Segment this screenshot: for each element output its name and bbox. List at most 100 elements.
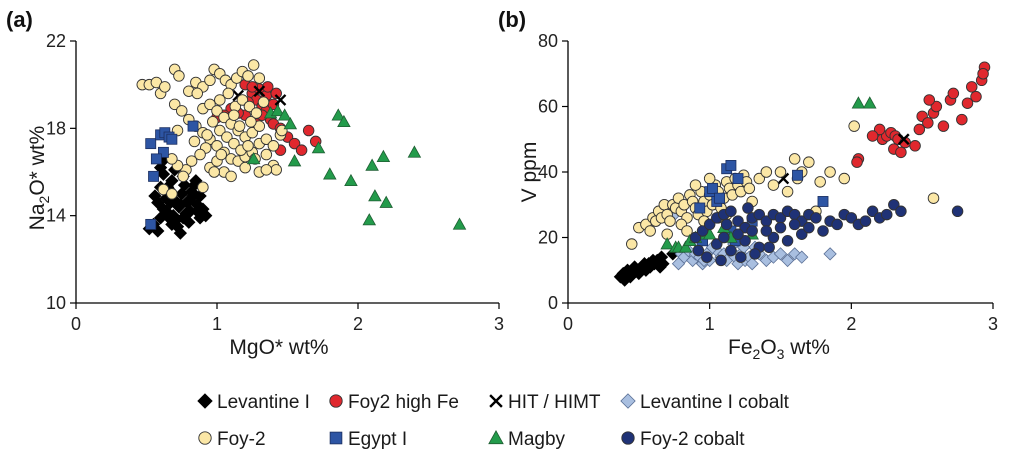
point-foy-2 xyxy=(243,100,256,113)
point-foy2-high-fe xyxy=(966,81,978,93)
legend-item-magby: Magby xyxy=(488,429,566,450)
point-foy-2 xyxy=(173,70,185,82)
point-foy-2 xyxy=(171,124,184,137)
point-egypt-i xyxy=(166,133,178,145)
point-foy-2 xyxy=(250,107,263,119)
point-foy2-high-fe xyxy=(866,130,879,142)
point-egypt-i xyxy=(792,169,803,181)
point-foy-2 xyxy=(689,179,702,191)
point-foy-2-cobalt xyxy=(774,221,787,234)
y-tick-label-b: 20 xyxy=(538,228,558,248)
point-foy-2-cobalt xyxy=(689,231,702,244)
point-magby xyxy=(851,96,866,109)
point-foy-2-cobalt xyxy=(796,228,808,240)
x-tick-label-a: 1 xyxy=(212,314,222,334)
legend-item-foy-2: Foy-2 xyxy=(198,429,266,450)
point-levantine-i xyxy=(654,250,669,264)
point-egypt-i xyxy=(145,218,157,230)
x-axis-label-b: Fe2O3 wt% xyxy=(728,336,830,362)
point-foy-2 xyxy=(242,70,254,82)
series-foy2-high-fe xyxy=(851,61,991,168)
point-foy-2 xyxy=(222,87,235,100)
point-foy-2-cobalt xyxy=(760,225,773,237)
point-foy-2 xyxy=(242,140,254,152)
point-foy-2 xyxy=(848,120,860,132)
point-magby xyxy=(678,240,693,253)
legend-item-levantine-i: Levantine I xyxy=(197,392,310,413)
point-foy-2-cobalt xyxy=(810,212,822,224)
legend-item-egypt-i: Egypt I xyxy=(329,429,407,450)
legend-item-levantine-i-cobalt: Levantine I cobalt xyxy=(620,392,790,413)
x-tick-label-b: 2 xyxy=(846,314,856,334)
point-egypt-i xyxy=(145,138,157,150)
point-foy-2 xyxy=(247,59,260,71)
point-foy2-high-fe xyxy=(873,123,886,136)
point-levantine-i xyxy=(159,204,173,218)
point-foy-2 xyxy=(253,72,266,84)
point-foy-2-cobalt xyxy=(725,205,737,218)
point-levantine-i-cobalt xyxy=(671,257,686,271)
point-foy-2 xyxy=(166,188,178,200)
x-tick-label-a: 3 xyxy=(494,314,504,334)
point-foy2-high-fe xyxy=(956,113,968,126)
point-magby xyxy=(331,108,346,121)
point-magby xyxy=(246,151,261,165)
point-foy-2-cobalt xyxy=(732,228,744,240)
legend-marker-foy-2 xyxy=(198,431,212,445)
point-foy-2 xyxy=(228,109,240,121)
scatter-panel-a: (a) 0 1 2 3 10 14 18 22 MgO* wt% Na2O* wt% xyxy=(6,7,504,359)
data-points-b xyxy=(613,61,991,287)
point-foy-2-cobalt xyxy=(845,212,858,224)
point-magby xyxy=(270,103,285,117)
point-hit-himt xyxy=(274,94,287,106)
point-foy-2 xyxy=(214,124,226,137)
legend-label-foy-2: Foy-2 xyxy=(217,429,266,450)
x-axis-label-a: MgO* wt% xyxy=(229,336,328,359)
point-foy-2-cobalt xyxy=(781,235,794,247)
point-foy-2-cobalt xyxy=(725,244,737,257)
point-foy-2 xyxy=(743,182,756,195)
point-foy-2 xyxy=(168,98,181,111)
point-foy-2-cobalt xyxy=(720,218,733,231)
point-foy-2-cobalt xyxy=(859,215,872,227)
point-magby xyxy=(365,158,379,171)
point-foy-2 xyxy=(838,172,851,185)
point-magby xyxy=(376,149,391,162)
legend-item-hit-himt: HIT / HIMT xyxy=(489,392,601,413)
y-tick-label-a: 10 xyxy=(46,293,66,313)
point-magby xyxy=(337,114,351,128)
legend-label-egypt-i: Egypt I xyxy=(348,429,407,450)
point-foy-2 xyxy=(204,74,216,87)
point-foy-2 xyxy=(204,98,216,111)
legend-marker-levantine-i-cobalt xyxy=(620,393,636,409)
legend-marker-foy2-high-fe xyxy=(329,394,343,408)
point-foy2-high-fe xyxy=(970,90,982,103)
point-foy-2 xyxy=(215,148,227,161)
point-foy-2-cobalt xyxy=(888,198,900,211)
point-foy-2-cobalt xyxy=(831,218,843,231)
y-tick-label-b: 60 xyxy=(538,97,558,117)
point-foy-2 xyxy=(228,137,240,150)
point-foy-2-cobalt xyxy=(711,238,723,250)
legend-marker-magby xyxy=(488,430,504,445)
point-foy-2-cobalt xyxy=(718,231,730,244)
point-foy-2 xyxy=(803,156,815,168)
series-egypt-i xyxy=(145,120,199,230)
point-levantine-i xyxy=(173,198,188,212)
point-foy-2 xyxy=(246,126,258,139)
point-levantine-i-cobalt xyxy=(780,253,795,268)
point-foy-2-cobalt xyxy=(715,254,727,267)
point-foy-2 xyxy=(185,155,198,167)
point-levantine-i xyxy=(622,266,636,281)
legend-label-foy2-high-fe: Foy2 high Fe xyxy=(348,392,459,413)
point-levantine-i xyxy=(177,178,192,192)
point-foy-2 xyxy=(260,164,273,176)
data-points-a xyxy=(136,59,467,240)
tick-labels-a: 0 1 2 3 10 14 18 22 xyxy=(46,31,504,334)
point-levantine-i xyxy=(156,167,171,181)
point-foy-2 xyxy=(221,131,233,143)
point-foy-2-cobalt xyxy=(746,225,758,237)
point-foy-2-cobalt xyxy=(803,221,815,234)
point-magby xyxy=(277,108,292,121)
point-egypt-i xyxy=(714,192,726,204)
